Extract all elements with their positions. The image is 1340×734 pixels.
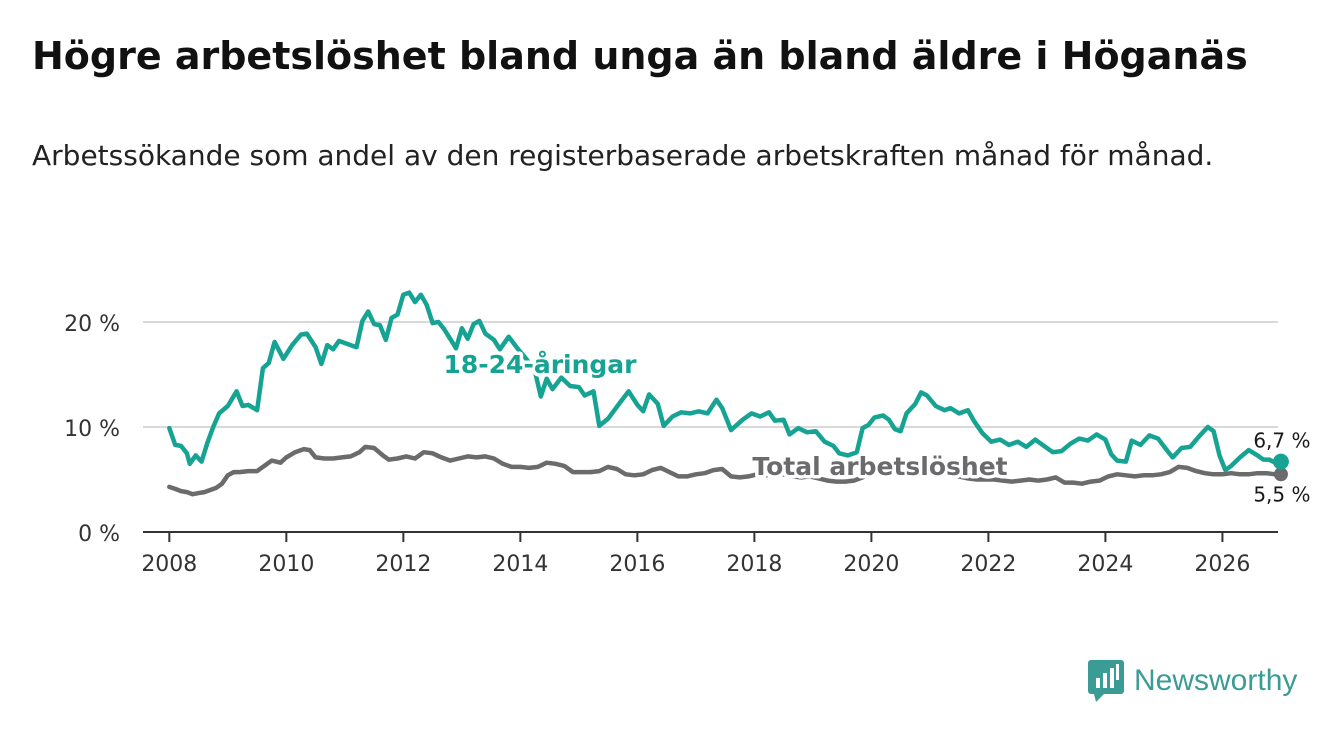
x-tick-label: 2022 bbox=[960, 552, 1016, 577]
x-tick-label: 2018 bbox=[726, 552, 782, 577]
x-tick-label: 2014 bbox=[492, 552, 548, 577]
gridlines: 0 % 10 % 20 % bbox=[64, 312, 1278, 547]
series-label-total: Total arbetslöshet bbox=[752, 452, 1007, 481]
end-marker-youth bbox=[1272, 453, 1289, 470]
chart-subtitle: Arbetssökande som andel av den registerb… bbox=[32, 139, 1214, 172]
end-marker-total bbox=[1273, 467, 1288, 482]
end-value-label-youth: 6,7 % bbox=[1253, 429, 1310, 453]
x-tick-label: 2016 bbox=[609, 552, 665, 577]
brand-name: Newsworthy bbox=[1134, 664, 1298, 697]
x-tick-label: 2024 bbox=[1077, 552, 1133, 577]
y-tick-label: 20 % bbox=[64, 312, 120, 337]
series-line-total bbox=[167, 444, 1284, 497]
chart-title: Högre arbetslöshet bland unga än bland ä… bbox=[32, 34, 1248, 78]
x-tick-label: 2012 bbox=[375, 552, 431, 577]
y-tick-label: 10 % bbox=[64, 417, 120, 442]
x-tick-label: 2010 bbox=[258, 552, 314, 577]
newsworthy-logo-icon bbox=[1088, 660, 1124, 702]
series-labels: 18-24-åringar Total arbetslöshet 6,7 % 5,5 … bbox=[440, 347, 1314, 510]
series-lines bbox=[167, 290, 1289, 497]
x-tick-label: 2026 bbox=[1194, 552, 1250, 577]
y-tick-label: 0 % bbox=[78, 522, 120, 547]
brand-logo: Newsworthy bbox=[1088, 660, 1297, 702]
end-value-label-total: 5,5 % bbox=[1253, 482, 1310, 506]
x-axis: 2008 2010 2012 2014 2016 2018 2020 2022 2024 2026 bbox=[141, 531, 1278, 577]
x-tick-label: 2008 bbox=[141, 552, 197, 577]
series-label-youth: 18-24-åringar bbox=[444, 350, 638, 379]
x-tick-label: 2020 bbox=[843, 552, 899, 577]
series-line-youth bbox=[167, 290, 1284, 473]
